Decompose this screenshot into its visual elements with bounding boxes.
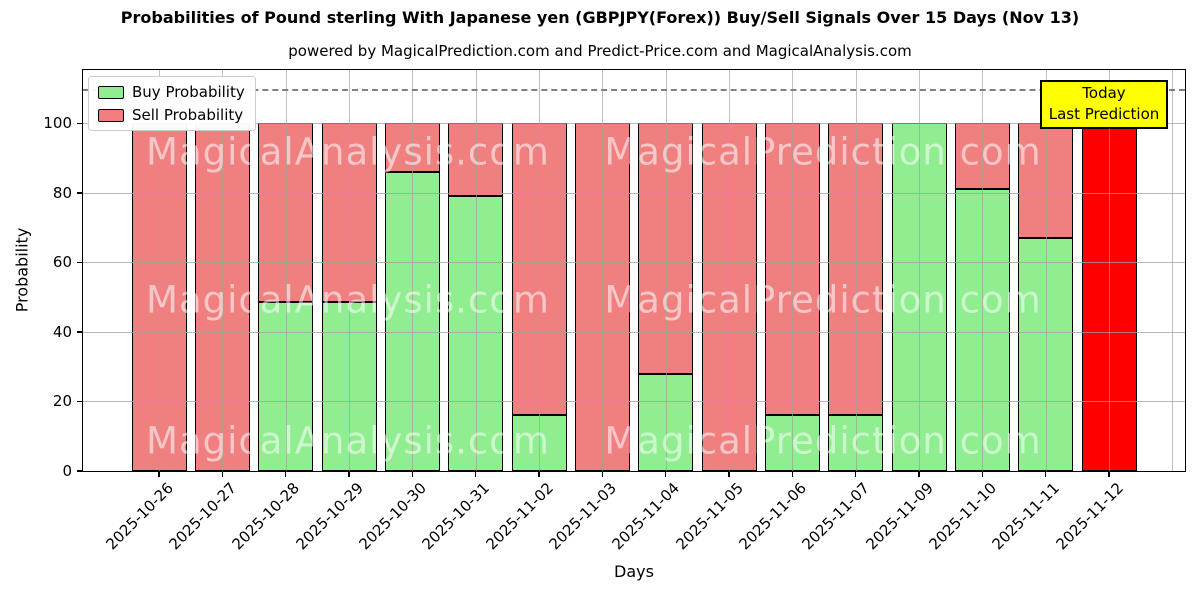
- x-tick-2025-10-30: [411, 471, 414, 477]
- x-tick-label-2025-10-27: 2025-10-27: [165, 479, 241, 554]
- x-tick-2025-11-12: [1108, 471, 1110, 477]
- gridline-h-80: [83, 192, 1185, 194]
- x-tick-2025-11-07: [854, 471, 857, 477]
- x-tick-label-2025-11-06: 2025-11-06: [735, 479, 811, 554]
- gridline-h-60: [83, 262, 1185, 264]
- sell-swatch-icon: [98, 108, 124, 122]
- gridline-h-40: [83, 331, 1185, 333]
- x-tick-label-2025-10-30: 2025-10-30: [355, 479, 431, 554]
- x-tick-2025-10-29: [348, 471, 350, 477]
- gridline-v-7: [602, 70, 604, 471]
- gridline-v-12: [919, 70, 920, 471]
- x-tick-label-2025-11-04: 2025-11-04: [609, 479, 684, 554]
- gridline-v-1: [222, 70, 224, 471]
- gridline-v-3: [349, 70, 350, 471]
- x-tick-2025-11-10: [981, 471, 984, 477]
- today-annotation-line2: Last Prediction: [1048, 105, 1160, 123]
- x-tick-2025-11-11: [1044, 471, 1047, 477]
- x-tick-label-2025-11-05: 2025-11-05: [672, 479, 747, 554]
- gridline-v-10: [792, 70, 794, 471]
- y-tick-20: [77, 400, 83, 403]
- gridline-v-14: [1045, 70, 1047, 471]
- x-tick-2025-11-06: [791, 471, 794, 477]
- x-tick-2025-10-27: [221, 471, 224, 477]
- x-axis-label: Days: [614, 562, 654, 581]
- y-tick-label-40: 40: [52, 322, 72, 341]
- gridline-v-13: [982, 70, 984, 471]
- y-tick-label-100: 100: [43, 114, 72, 133]
- y-tick-0: [77, 470, 83, 472]
- gridline-v-0: [159, 70, 160, 471]
- buy-swatch-icon: [98, 85, 124, 99]
- gridline-v-11: [855, 70, 857, 471]
- x-tick-label-2025-11-10: 2025-11-10: [925, 479, 1001, 554]
- gridline-v-9: [729, 70, 730, 471]
- gridline-v-16: [1172, 70, 1174, 471]
- x-tick-label-2025-11-02: 2025-11-02: [482, 479, 557, 554]
- y-axis-label: Probability: [12, 227, 32, 313]
- legend-buy-label: Buy Probability: [132, 83, 245, 101]
- legend: Buy Probability Sell Probability: [88, 76, 256, 131]
- today-annotation-box: Today Last Prediction: [1040, 80, 1168, 129]
- y-tick-label-20: 20: [52, 392, 72, 411]
- y-tick-80: [77, 192, 83, 194]
- x-tick-2025-11-03: [601, 471, 604, 477]
- gridline-v-8: [665, 70, 667, 471]
- y-tick-40: [77, 331, 83, 333]
- x-tick-label-2025-10-26: 2025-10-26: [102, 479, 177, 554]
- gridline-v-2: [285, 70, 287, 471]
- gridline-v-4: [412, 70, 414, 471]
- x-tick-label-2025-11-03: 2025-11-03: [545, 479, 621, 554]
- gridline-h-100: [83, 123, 1185, 125]
- x-tick-2025-10-26: [158, 471, 160, 477]
- legend-item-sell: Sell Probability: [98, 106, 245, 124]
- y-tick-label-0: 0: [62, 462, 72, 480]
- x-tick-2025-11-09: [918, 471, 920, 477]
- x-tick-2025-11-05: [728, 471, 730, 477]
- x-tick-2025-11-02: [538, 471, 540, 477]
- x-tick-label-2025-11-09: 2025-11-09: [862, 479, 937, 554]
- today-annotation-line1: Today: [1082, 84, 1126, 102]
- gridline-v-5: [475, 70, 477, 471]
- legend-sell-label: Sell Probability: [132, 106, 244, 124]
- gridline-h-20: [83, 401, 1185, 403]
- x-tick-label-2025-11-12: 2025-11-12: [1052, 479, 1127, 554]
- gridline-v-15: [1109, 70, 1110, 471]
- y-tick-label-80: 80: [52, 183, 72, 202]
- x-tick-label-2025-11-07: 2025-11-07: [799, 479, 874, 554]
- y-tick-label-60: 60: [52, 253, 72, 272]
- chart-subtitle: powered by MagicalPrediction.com and Pre…: [288, 42, 912, 60]
- x-tick-label-2025-10-28: 2025-10-28: [229, 479, 304, 554]
- x-tick-2025-10-28: [284, 471, 287, 477]
- chart-title: Probabilities of Pound sterling With Jap…: [120, 8, 1080, 27]
- x-tick-label-2025-10-29: 2025-10-29: [292, 479, 367, 554]
- y-tick-60: [77, 261, 83, 264]
- x-tick-2025-11-04: [664, 471, 667, 477]
- x-tick-label-2025-10-31: 2025-10-31: [419, 479, 494, 554]
- x-tick-label-2025-11-11: 2025-11-11: [989, 479, 1064, 554]
- legend-item-buy: Buy Probability: [98, 83, 245, 101]
- x-tick-2025-10-31: [474, 471, 477, 477]
- y-tick-100: [77, 122, 83, 125]
- gridline-v-6: [539, 70, 540, 471]
- dashed-threshold-line: [83, 88, 1185, 91]
